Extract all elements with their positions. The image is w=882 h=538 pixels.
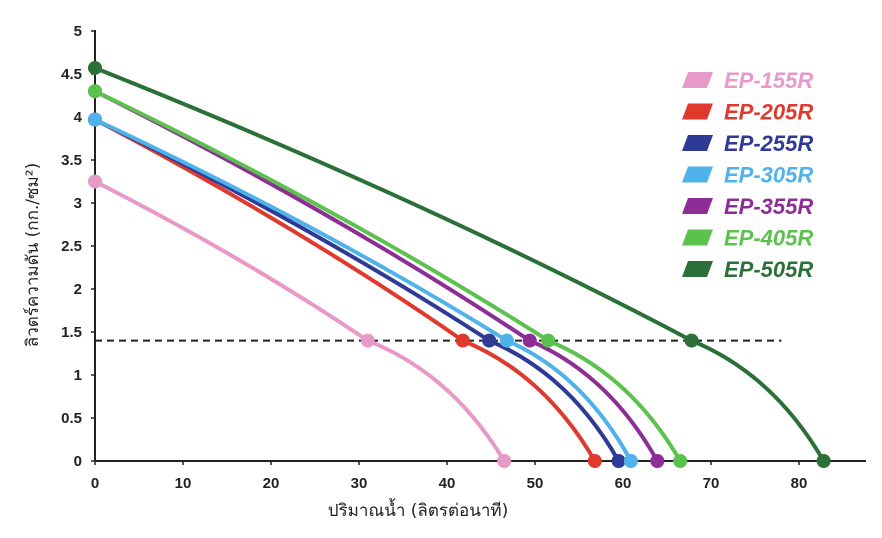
y-tick-label: 2 [74, 281, 82, 298]
data-point-ep-205r-2 [587, 454, 602, 468]
data-point-ep-405r-1 [541, 333, 556, 348]
data-point-ep-505r-2 [816, 454, 831, 468]
legend-swatch [682, 135, 713, 151]
x-tick-label: 0 [91, 475, 99, 492]
x-tick-label: 20 [263, 475, 280, 492]
series-line-ep-305r [93, 117, 633, 463]
legend-swatch [682, 261, 713, 277]
data-point-ep-305r-0 [88, 112, 102, 127]
legend-label: EP-505R [724, 257, 813, 282]
y-tick-label: 0.5 [61, 410, 82, 427]
x-tick-label: 10 [175, 475, 192, 492]
x-tick-label: 60 [615, 475, 632, 492]
data-point-ep-505r-0 [88, 60, 102, 75]
y-tick-label: 1 [74, 367, 82, 384]
legend-swatch [682, 229, 713, 246]
legend-label: EP-405R [724, 226, 813, 251]
y-tick-label: 1.5 [61, 324, 82, 341]
y-tick-label: 3 [74, 195, 82, 212]
legend-label: EP-305R [724, 163, 813, 188]
axes-layer: 00.511.522.533.544.550 10 20 30 40 50 60 70 80 [61, 23, 866, 492]
y-tick-label: 2.5 [61, 238, 82, 255]
data-point-ep-505r-1 [684, 333, 699, 348]
legend-label: EP-255R [724, 131, 813, 156]
series-line-ep-205r [93, 117, 597, 463]
x-tick-label: 70 [703, 475, 720, 492]
legend-label: EP-355R [724, 194, 813, 219]
x-axis-title: ปริมาณน้ำ (ลิตรต่อนาที) [328, 498, 509, 521]
data-point-ep-155r-0 [88, 174, 102, 189]
data-point-ep-305r-2 [623, 454, 638, 468]
data-point-ep-155r-2 [497, 454, 512, 468]
data-point-ep-155r-1 [360, 333, 375, 348]
series-layer [88, 60, 831, 468]
series-line-ep-505r [93, 65, 826, 463]
legend-swatch [682, 198, 713, 214]
x-tick-label: 40 [439, 475, 456, 492]
x-tick-label: 30 [351, 475, 368, 492]
x-tick-label: 50 [527, 475, 544, 492]
data-point-ep-355r-1 [522, 333, 537, 348]
y-tick-label: 3.5 [61, 152, 82, 169]
legend-swatch [682, 103, 713, 120]
data-point-ep-405r-0 [88, 84, 102, 99]
data-point-ep-405r-2 [673, 454, 688, 468]
legend-label: EP-205R [724, 100, 813, 125]
series-line-ep-255r [93, 117, 621, 463]
data-point-ep-255r-1 [482, 333, 497, 348]
series-line-ep-405r [93, 89, 683, 463]
data-point-ep-255r-2 [611, 454, 626, 468]
legend-label: EP-155R [724, 68, 813, 93]
y-tick-label: 5 [74, 23, 82, 40]
y-tick-label: 4.5 [61, 66, 82, 83]
data-point-ep-355r-2 [650, 454, 665, 468]
legend-swatch [682, 166, 713, 183]
legend-swatch [682, 72, 713, 88]
data-point-ep-205r-1 [455, 333, 470, 348]
series-line-ep-155r [93, 179, 507, 463]
data-point-ep-305r-1 [499, 333, 514, 348]
y-tick-label: 4 [74, 109, 83, 126]
series-line-ep-355r [93, 89, 660, 463]
y-axis-title: ลิวตร์ความดัน (กก./ซม²) [23, 163, 43, 347]
legend: EP-155R EP-205R EP-255R EP-305R EP-355R EP-40… [682, 68, 813, 282]
y-tick-label: 0 [74, 453, 82, 470]
x-tick-label: 80 [791, 475, 808, 492]
